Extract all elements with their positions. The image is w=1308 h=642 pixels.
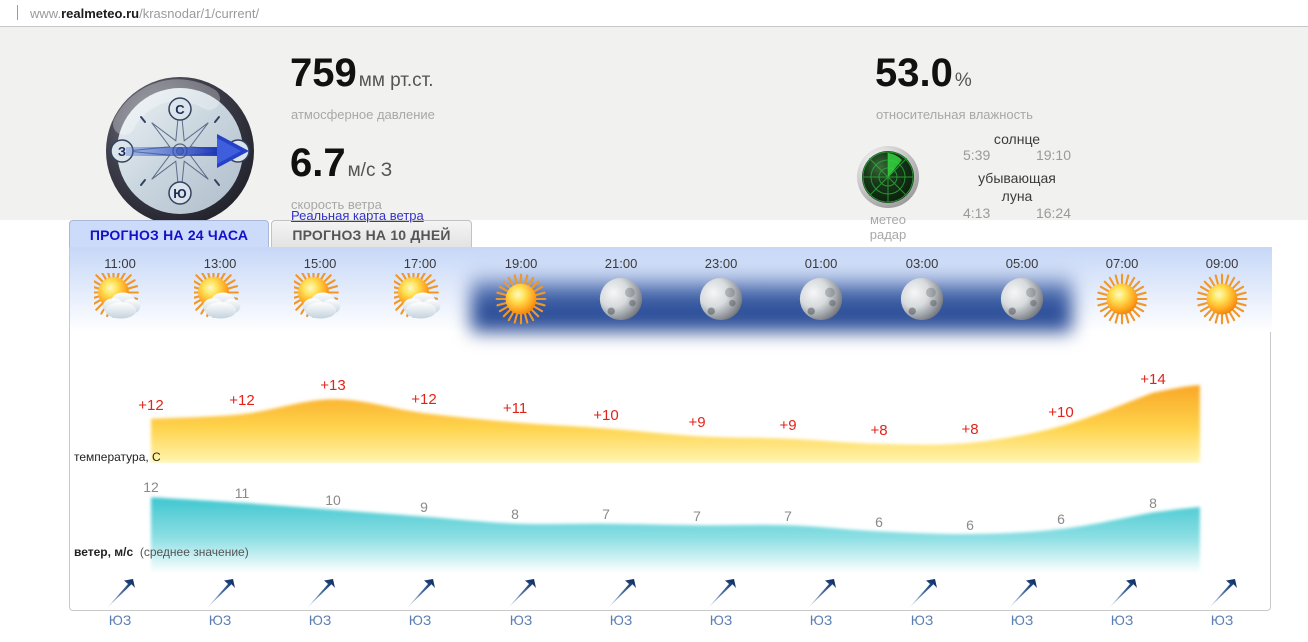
svg-text:Ю: Ю: [173, 186, 186, 201]
svg-text:C: C: [175, 102, 185, 117]
svg-text:З: З: [118, 144, 126, 159]
